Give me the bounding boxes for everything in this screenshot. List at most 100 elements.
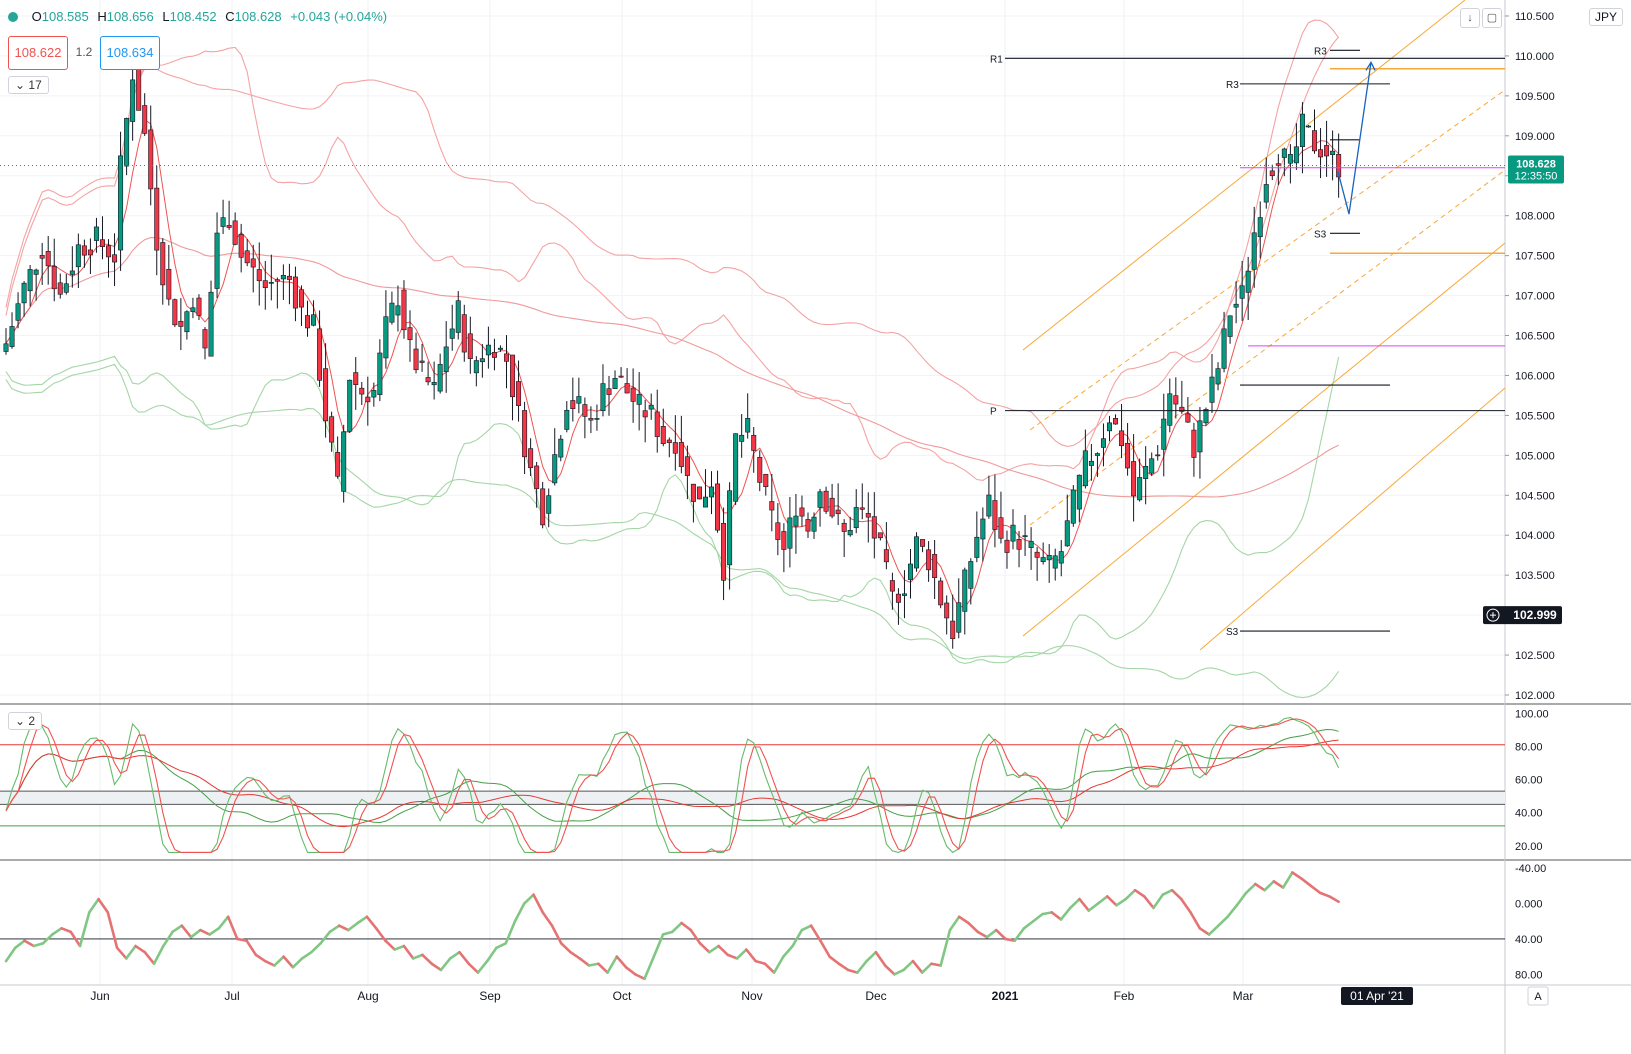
candle-body: [9, 326, 15, 347]
momentum-segment: [4, 946, 17, 963]
candle-body: [727, 490, 733, 566]
candle-body: [1119, 430, 1125, 447]
candle-body: [1106, 422, 1112, 432]
momentum-segment: [578, 957, 591, 967]
buy-button[interactable]: 108.634: [100, 36, 160, 70]
momentum-segment: [1031, 912, 1044, 923]
indicator-count: 17: [28, 78, 42, 92]
momentum-segment: [1078, 897, 1091, 912]
candle-body: [624, 383, 630, 394]
candle-body: [196, 297, 202, 316]
momentum-segment: [948, 915, 961, 932]
candle-body: [974, 536, 980, 558]
momentum-segment: [152, 944, 165, 966]
momentum-segment: [689, 928, 702, 945]
candle-body: [986, 494, 992, 517]
candle-body: [956, 602, 962, 633]
candle-body: [286, 275, 292, 280]
auto-scale-label: A: [1534, 991, 1542, 1003]
candle-body: [335, 452, 341, 477]
momentum-segment: [708, 944, 720, 954]
momentum-segment: [254, 953, 267, 963]
candle-body: [829, 497, 835, 517]
candle-body: [1318, 149, 1324, 158]
candle-body: [1155, 454, 1161, 457]
channel-line: [1199, 387, 1506, 651]
candle-body: [914, 536, 920, 569]
candle-body: [745, 417, 751, 433]
momentum-segment: [1133, 888, 1146, 898]
channel-line: [1029, 89, 1506, 431]
momentum-segment: [1263, 880, 1276, 892]
candle-body: [606, 388, 612, 395]
candle-body: [467, 333, 473, 359]
scroll-down-button[interactable]: ↓: [1460, 8, 1480, 28]
candle-body: [751, 434, 757, 451]
candle-body: [534, 465, 540, 489]
candle-body: [1040, 557, 1046, 562]
time-tick-label: 2021: [992, 989, 1019, 1003]
candle-body: [1161, 418, 1167, 450]
momentum-segment: [1180, 897, 1192, 914]
momentum-segment: [1013, 927, 1026, 943]
candle-body: [226, 225, 232, 228]
time-tick-label: Feb: [1114, 989, 1135, 1003]
momentum-segment: [310, 942, 322, 954]
time-tick-label: Nov: [741, 989, 762, 1003]
candle-body: [1209, 376, 1215, 403]
momentum-segment: [226, 915, 239, 941]
candle-body: [739, 434, 745, 442]
momentum-segment: [23, 939, 36, 948]
low-value: 108.452: [169, 9, 217, 24]
momentum-segment: [106, 911, 119, 950]
candle-body: [112, 254, 118, 263]
oscillator-toggle[interactable]: ⌄ 2: [8, 712, 43, 730]
momentum-segment: [550, 924, 563, 945]
candle-body: [1082, 450, 1088, 487]
momentum-segment: [559, 942, 572, 954]
momentum-segment: [522, 893, 535, 905]
candle-body: [256, 269, 262, 282]
candle-body: [202, 329, 208, 349]
candle-body: [883, 549, 889, 563]
projection-path: [1337, 62, 1372, 215]
candle-body: [889, 580, 895, 592]
momentum-segment: [78, 911, 91, 948]
candle-body: [317, 328, 323, 381]
momentum-segment: [939, 928, 952, 967]
price-tick-label: 105.500: [1515, 410, 1555, 422]
candle-body: [877, 532, 883, 539]
candle-body: [811, 516, 817, 532]
candle-body: [540, 488, 546, 526]
momentum-segment: [485, 946, 498, 963]
candle-body: [93, 226, 99, 241]
candle-body: [546, 495, 552, 514]
close-value: 108.628: [234, 9, 282, 24]
candle-body: [522, 410, 528, 458]
arrow-down-icon: ↓: [1467, 12, 1473, 24]
candle-body: [648, 404, 654, 410]
momentum-segment: [1291, 871, 1303, 881]
time-tick-label: Dec: [865, 989, 886, 1003]
momentum-segment: [624, 965, 637, 976]
indicators-toggle[interactable]: ⌄ 17: [8, 76, 49, 94]
sell-button[interactable]: 108.622: [8, 36, 68, 70]
candle-body: [15, 303, 21, 321]
candle-body: [184, 311, 190, 333]
oscillator-tick-label: 40.00: [1515, 808, 1543, 820]
maximize-button[interactable]: ▢: [1482, 8, 1502, 28]
moving-average-fast: [5, 118, 1339, 608]
candle-body: [950, 620, 956, 640]
candle-body: [1185, 413, 1191, 423]
candle-body: [757, 456, 763, 483]
candle-body: [166, 268, 172, 300]
candle-body: [1010, 524, 1016, 542]
candle-body: [45, 251, 51, 267]
candle-body: [570, 400, 576, 409]
momentum-segment: [680, 921, 693, 932]
candle-body: [27, 269, 33, 292]
momentum-segment: [236, 937, 248, 943]
open-label: O: [31, 9, 42, 24]
momentum-segment: [171, 924, 184, 934]
